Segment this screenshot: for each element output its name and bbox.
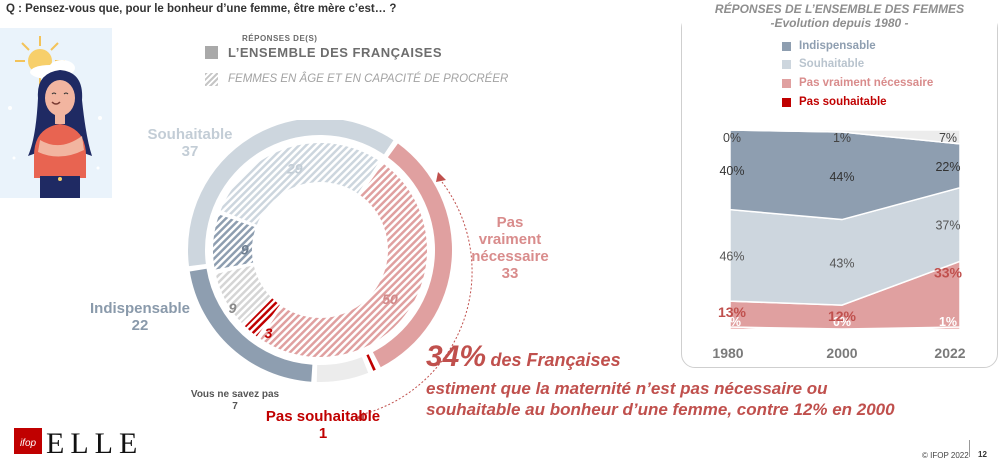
area-x-tick-2022: 2022 bbox=[934, 345, 965, 361]
legend-label-ensemble: L’ENSEMBLE DES FRANÇAISES bbox=[228, 44, 443, 60]
area-label-pas-souhaitable-2000: 0% bbox=[833, 315, 851, 329]
inner-slice-pas-vraiment-necessaire bbox=[260, 163, 427, 357]
area-label-indispensable-1980: 40% bbox=[719, 164, 744, 178]
evolution-title-line1: RÉPONSES DE L’ENSEMBLE DES FEMMES bbox=[714, 2, 965, 16]
label-pas-vraiment: Pas vraiment nécessaire 33 bbox=[450, 214, 570, 282]
label-pas-souhaitable-value: 1 bbox=[318, 425, 328, 442]
evolution-legend-souhaitable: Souhaitable bbox=[782, 56, 864, 72]
callout-line3: souhaitable au bonheur d’une femme, cont… bbox=[426, 400, 895, 419]
outer-slice-pas-vraiment-necessaire bbox=[372, 143, 453, 368]
evolution-legend-pas-souhaitable: Pas souhaitable bbox=[782, 94, 887, 110]
label-pas-vraiment-value: 33 bbox=[501, 265, 519, 282]
label-pas-souhaitable: Pas souhaitable 1 bbox=[248, 408, 398, 442]
arc-arrowhead-bottom bbox=[356, 412, 364, 421]
brand-logos: ifop ELLE bbox=[14, 427, 143, 456]
label-indispensable-name: Indispensable bbox=[89, 300, 191, 317]
legend-item-femmes-procreer: FEMMES EN ÂGE ET EN CAPACITÉ DE PROCRÉER bbox=[205, 70, 508, 88]
footer-divider bbox=[969, 440, 970, 457]
outer-slice-vous-ne-savez-pas bbox=[316, 357, 369, 382]
label-nsp-value: 7 bbox=[232, 401, 238, 412]
inner-slice-vous-ne-savez-pas bbox=[215, 265, 271, 323]
swatch-pas-souhaitable bbox=[782, 97, 791, 107]
inner-value-indispensable: 9 bbox=[241, 241, 249, 257]
inner-value-vous-ne-savez-pas: 9 bbox=[229, 300, 237, 316]
callout-subject: des Françaises bbox=[490, 350, 621, 370]
arc-arrowhead-top bbox=[436, 172, 446, 182]
evolution-legend-label-pas-souhaitable: Pas souhaitable bbox=[799, 96, 887, 108]
swatch-indispensable bbox=[782, 41, 791, 51]
evolution-legend-label-indispensable: Indispensable bbox=[799, 40, 876, 52]
inner-ring bbox=[213, 143, 427, 357]
inner-value-pas-souhaitable: 3 bbox=[265, 325, 273, 341]
label-nsp-name: Vous ne savez pas bbox=[190, 389, 280, 400]
ifop-logo-text: ifop bbox=[20, 438, 37, 449]
label-pas-souhaitable-name: Pas souhaitable bbox=[265, 408, 381, 425]
evolution-panel-title: RÉPONSES DE L’ENSEMBLE DES FEMMES -Evolu… bbox=[682, 2, 997, 30]
stacked-area-chart: 1% 0% 1%13% 12%33%46% 43%37%40% 44%22%0% 1% 7% … bbox=[712, 129, 966, 361]
legend-label-femmes-procreer: FEMMES EN ÂGE ET EN CAPACITÉ DE PROCRÉER bbox=[228, 73, 509, 85]
label-nsp: Vous ne savez pas 7 bbox=[180, 389, 290, 413]
area-label-souhaitable-2022: 37% bbox=[935, 219, 960, 233]
area-label-vous-ne-savez-pas-2000: 1% bbox=[833, 131, 851, 145]
question-text: Q : Pensez-vous que, pour le bonheur d’u… bbox=[6, 3, 397, 15]
area-value-labels: 1% 0% 1%13% 12%33%46% 43%37%40% 44%22%0% 1% 7% bbox=[718, 131, 963, 329]
callout-percentage: 34% bbox=[426, 340, 487, 373]
label-pas-vraiment-line2: vraiment bbox=[478, 231, 542, 248]
area-label-vous-ne-savez-pas-1980: 0% bbox=[723, 131, 741, 145]
inner-slice-pas-souhaitable bbox=[244, 298, 280, 337]
inner-slice-souhaitable bbox=[220, 143, 380, 225]
swatch-pas-vraiment bbox=[782, 78, 791, 88]
area-label-pas-souhaitable-2022: 1% bbox=[939, 315, 957, 329]
area-label-indispensable-2000: 44% bbox=[829, 170, 854, 184]
legend-title: RÉPONSES DE(S) bbox=[242, 34, 318, 43]
evolution-title-line2: -Evolution depuis 1980 - bbox=[770, 16, 909, 30]
area-label-pas-vraiment-necessaire-2000: 12% bbox=[828, 308, 857, 324]
evolution-legend-indispensable: Indispensable bbox=[782, 38, 876, 54]
inner-value-souhaitable: 29 bbox=[286, 160, 303, 176]
inner-value-pas-vraiment-necessaire: 50 bbox=[382, 291, 398, 307]
label-souhaitable-value: 37 bbox=[181, 143, 199, 160]
area-label-pas-vraiment-necessaire-1980: 13% bbox=[718, 304, 747, 320]
outer-slice-pas-souhaitable bbox=[366, 354, 376, 371]
evolution-legend-pas-vraiment: Pas vraiment nécessaire bbox=[782, 75, 933, 91]
donut-chart: 50 3 9 9 29 bbox=[188, 120, 473, 421]
area-layer-vous-ne-savez-pas bbox=[729, 129, 961, 145]
copyright: © IFOP 2022 bbox=[922, 451, 969, 460]
elle-logo-text: ELLE bbox=[46, 427, 143, 456]
area-label-souhaitable-1980: 46% bbox=[719, 249, 744, 263]
area-label-pas-vraiment-necessaire-2022: 33% bbox=[934, 264, 963, 280]
area-x-tick-1980: 1980 bbox=[712, 345, 743, 361]
legend-item-ensemble: L’ENSEMBLE DES FRANÇAISES bbox=[205, 43, 442, 61]
legend-swatch-solid bbox=[205, 45, 218, 59]
swatch-souhaitable bbox=[782, 59, 791, 69]
area-label-pas-souhaitable-1980: 1% bbox=[723, 315, 741, 329]
callout-arc bbox=[359, 181, 473, 416]
woman-illustration bbox=[0, 28, 112, 198]
outer-slice-indispensable bbox=[189, 268, 313, 382]
label-souhaitable-name: Souhaitable bbox=[147, 126, 233, 143]
label-pas-vraiment-line3: nécessaire bbox=[471, 248, 549, 265]
outer-ring bbox=[188, 120, 453, 382]
area-layers bbox=[729, 129, 961, 330]
inner-slice-indispensable bbox=[213, 214, 256, 270]
area-label-indispensable-2022: 22% bbox=[935, 160, 960, 174]
label-pas-vraiment-line1: Pas bbox=[496, 214, 524, 231]
inner-ring-value-labels: 50 3 9 9 29 bbox=[229, 160, 398, 341]
evolution-legend-label-pas-vraiment: Pas vraiment nécessaire bbox=[799, 77, 934, 89]
callout-text: 34% des Françaises estiment que la mater… bbox=[426, 340, 946, 420]
label-indispensable-value: 22 bbox=[131, 317, 149, 334]
ifop-logo-box bbox=[14, 428, 42, 454]
area-x-tick-labels: 1980 2000 2022 bbox=[712, 345, 965, 361]
outer-slice-souhaitable bbox=[188, 120, 394, 267]
label-souhaitable: Souhaitable 37 bbox=[140, 126, 240, 160]
evolution-legend-label-souhaitable: Souhaitable bbox=[799, 58, 865, 70]
label-indispensable: Indispensable 22 bbox=[80, 300, 200, 334]
area-label-vous-ne-savez-pas-2022: 7% bbox=[939, 131, 957, 145]
callout-line2: estiment que la maternité n’est pas néce… bbox=[426, 379, 828, 398]
area-label-souhaitable-2000: 43% bbox=[829, 256, 854, 270]
area-x-tick-2000: 2000 bbox=[826, 345, 857, 361]
page-number: 12 bbox=[978, 450, 987, 459]
legend-swatch-hatched bbox=[205, 72, 218, 86]
